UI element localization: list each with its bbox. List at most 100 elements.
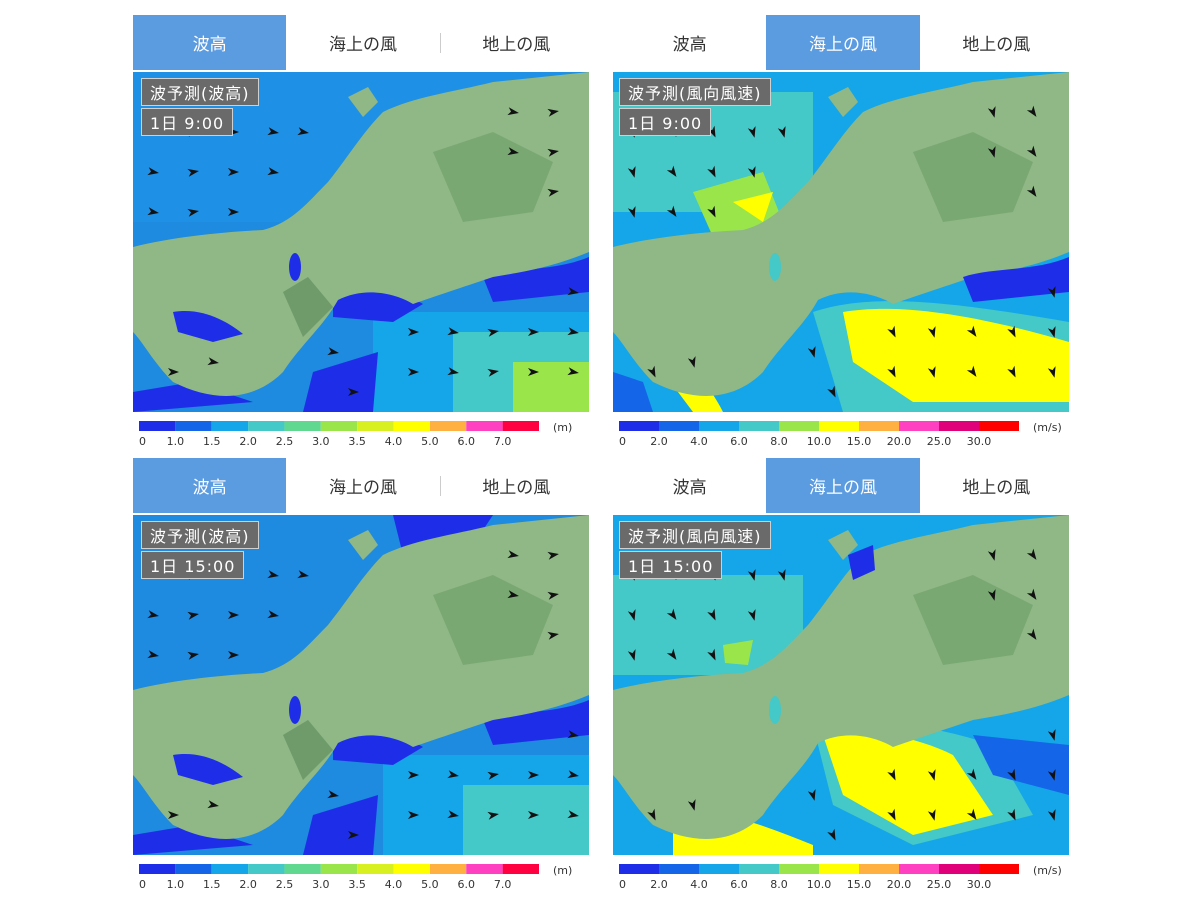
tab-wave-height[interactable]: 波高 <box>133 458 287 513</box>
legend-swatch <box>699 864 739 874</box>
panel-wave-0900: 波高 海上の風 地上の風 波予測(波高) 1日 9:00 0 1.0 1.5 2.0 2… <box>133 15 593 455</box>
map-time-label: 1日 9:00 <box>619 108 712 136</box>
direction-arrow <box>666 165 677 177</box>
direction-arrow <box>647 808 656 821</box>
tab-wave-height[interactable]: 波高 <box>613 15 767 70</box>
legend-label: 5.0 <box>421 878 439 891</box>
legend-label: 7.0 <box>494 435 512 448</box>
direction-arrow <box>348 831 359 839</box>
tab-land-wind[interactable]: 地上の風 <box>919 458 1073 513</box>
legend-label: 25.0 <box>927 435 952 448</box>
direction-arrow <box>747 166 756 178</box>
legend-swatch <box>659 864 699 874</box>
tab-sea-wind[interactable]: 海上の風 <box>766 15 920 70</box>
legend-swatch <box>139 421 176 431</box>
legend-unit: (m/s) <box>1033 421 1062 434</box>
legend-swatch <box>393 421 430 431</box>
direction-arrow <box>487 368 499 377</box>
tab-sea-wind[interactable]: 海上の風 <box>286 458 440 513</box>
tab-wave-height[interactable]: 波高 <box>133 15 287 70</box>
direction-arrow <box>348 388 359 396</box>
legend-swatch <box>429 421 467 431</box>
direction-arrow <box>207 800 219 809</box>
legend-swatch <box>619 421 659 431</box>
direction-arrow <box>267 127 279 136</box>
direction-arrow <box>447 810 459 819</box>
legend-swatch <box>659 421 699 431</box>
direction-arrow <box>228 611 239 619</box>
legend-label: 10.0 <box>807 878 832 891</box>
direction-arrow <box>1007 768 1016 781</box>
direction-arrow <box>447 770 459 779</box>
tab-land-wind[interactable]: 地上の風 <box>439 15 593 70</box>
direction-arrow <box>1026 105 1037 117</box>
direction-arrow <box>187 168 199 177</box>
legend-swatch <box>502 864 539 874</box>
panel-wind-0900: 波高 海上の風 地上の風 波予測(風向風速) 1日 9:00 0 2.0 4.0 6.… <box>613 15 1073 455</box>
direction-arrow <box>707 608 716 621</box>
legend-label: 1.0 <box>167 435 185 448</box>
tab-land-wind[interactable]: 地上の風 <box>919 15 1073 70</box>
legend-label: 0 <box>139 435 146 448</box>
panel-wind-1500: 波高 海上の風 地上の風 波予測(風向風速) 1日 15:00 0 2.0 4.0 6… <box>613 458 1073 898</box>
legend-label: 6.0 <box>730 435 748 448</box>
legend-label: 4.0 <box>385 435 403 448</box>
direction-arrow <box>687 799 696 811</box>
legend-label: 3.5 <box>348 878 366 891</box>
direction-arrow <box>966 768 977 780</box>
direction-arrow <box>147 650 159 659</box>
direction-arrow <box>987 549 996 561</box>
direction-arrow <box>147 207 159 216</box>
legend-swatch <box>699 421 739 431</box>
direction-arrow <box>507 550 519 559</box>
direction-arrow <box>567 810 579 819</box>
tab-bar: 波高 海上の風 地上の風 <box>133 458 593 513</box>
legend-swatch <box>320 421 358 431</box>
legend-label: 3.0 <box>312 878 330 891</box>
legend-swatch <box>739 421 779 431</box>
legend-label: 25.0 <box>927 878 952 891</box>
direction-arrow <box>168 811 179 819</box>
direction-arrow <box>827 828 836 841</box>
tab-sea-wind[interactable]: 海上の風 <box>766 458 920 513</box>
tab-wave-height[interactable]: 波高 <box>613 458 767 513</box>
legend-label: 3.5 <box>348 435 366 448</box>
legend-swatch <box>859 864 899 874</box>
direction-arrow <box>1007 325 1016 338</box>
direction-arrow <box>168 368 179 376</box>
legend-label: 4.0 <box>690 435 708 448</box>
direction-arrow <box>707 165 716 178</box>
legend-label: 4.0 <box>385 878 403 891</box>
direction-arrow <box>707 205 716 218</box>
legend-swatch <box>859 421 899 431</box>
direction-arrow <box>487 811 499 820</box>
direction-arrow <box>187 651 199 660</box>
direction-arrow <box>927 769 936 781</box>
direction-arrow <box>747 569 756 581</box>
color-legend: 0 2.0 4.0 6.0 8.0 10.0 15.0 20.0 25.0 30.0 (m/s) <box>613 862 1073 894</box>
direction-arrow <box>647 365 656 378</box>
legend-label: 30.0 <box>967 435 992 448</box>
legend-swatch <box>393 864 430 874</box>
legend-swatch <box>502 421 539 431</box>
legend-swatch <box>320 864 358 874</box>
color-legend: 0 1.0 1.5 2.0 2.5 3.0 3.5 4.0 5.0 6.0 7.0 (m) <box>133 862 593 894</box>
legend-swatch <box>939 864 979 874</box>
direction-arrow <box>987 589 996 601</box>
direction-arrow <box>547 108 559 117</box>
direction-arrow <box>567 287 579 296</box>
tab-sea-wind[interactable]: 海上の風 <box>286 15 440 70</box>
legend-swatch <box>284 421 321 431</box>
tab-land-wind[interactable]: 地上の風 <box>439 458 593 513</box>
direction-arrow <box>487 328 499 337</box>
direction-arrow <box>807 346 816 358</box>
direction-arrow <box>547 591 559 600</box>
direction-arrow <box>1007 808 1016 821</box>
legend-label: 6.0 <box>458 435 476 448</box>
direction-arrow <box>627 649 636 661</box>
legend-swatch <box>899 864 939 874</box>
direction-arrow <box>987 146 996 158</box>
direction-arrow <box>887 808 896 821</box>
legend-label: 6.0 <box>458 878 476 891</box>
direction-arrow <box>408 811 419 819</box>
